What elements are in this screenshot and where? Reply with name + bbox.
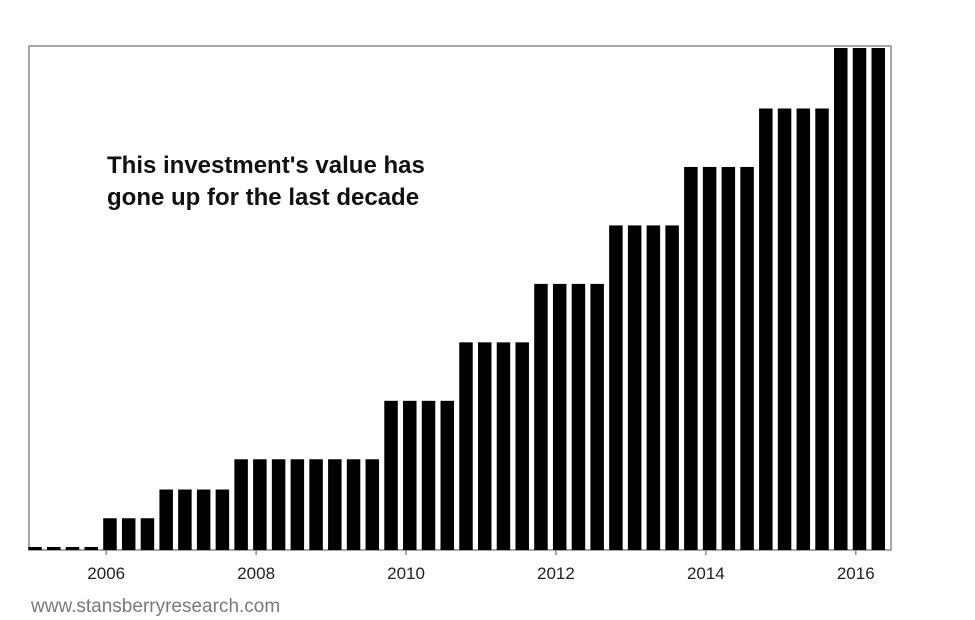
- source-label: www.stansberryresearch.com: [30, 596, 280, 617]
- bar: [534, 283, 548, 550]
- bar: [796, 108, 811, 550]
- bar: [609, 225, 623, 551]
- bar: [84, 546, 98, 550]
- bar: [159, 489, 173, 550]
- bar: [103, 518, 117, 550]
- bar: [253, 459, 267, 550]
- bar: [65, 546, 80, 550]
- bar: [121, 518, 136, 550]
- bar: [440, 400, 454, 550]
- bar: [665, 225, 679, 551]
- bar: [684, 166, 698, 550]
- x-tick-label: 2016: [837, 564, 875, 583]
- bar: [328, 459, 342, 550]
- bar: [196, 489, 211, 550]
- bar: [365, 459, 380, 550]
- bar: [815, 108, 829, 550]
- bar: [421, 400, 436, 550]
- bar: [403, 400, 417, 550]
- bar: [234, 459, 248, 550]
- bar: [627, 225, 642, 551]
- bar: [590, 283, 604, 550]
- bar: [777, 108, 792, 550]
- bar: [571, 283, 586, 550]
- bar: [496, 342, 511, 550]
- bar: [834, 48, 848, 551]
- bar: [459, 342, 473, 550]
- x-tick-label: 2008: [237, 564, 275, 583]
- bar: [646, 225, 661, 551]
- bar: [384, 400, 398, 550]
- bar: [290, 459, 305, 550]
- x-tick-label: 2010: [387, 564, 425, 583]
- bar: [871, 48, 885, 551]
- x-tick-label: 2012: [537, 564, 575, 583]
- bars: [28, 48, 885, 551]
- bar: [740, 166, 754, 550]
- x-tick-label: 2014: [687, 564, 725, 583]
- x-axis: 2006 2008 2010 2012 2014 2016: [87, 550, 875, 583]
- bar: [309, 459, 323, 550]
- bar: [721, 166, 736, 550]
- annotation-line-2: gone up for the last decade: [107, 184, 419, 211]
- bar: [515, 342, 529, 550]
- bar: [140, 518, 155, 550]
- bar: [552, 283, 567, 550]
- bar: [702, 166, 717, 550]
- bar: [759, 108, 773, 550]
- bar: [46, 546, 61, 550]
- bar: [271, 459, 286, 550]
- bar: [852, 48, 867, 551]
- bar: [28, 546, 42, 550]
- annotation-line-1: This investment's value has: [107, 152, 425, 179]
- x-tick-label: 2006: [87, 564, 125, 583]
- bar: [346, 459, 361, 550]
- bar: [178, 489, 192, 550]
- bar: [477, 342, 492, 550]
- bar: [215, 489, 230, 550]
